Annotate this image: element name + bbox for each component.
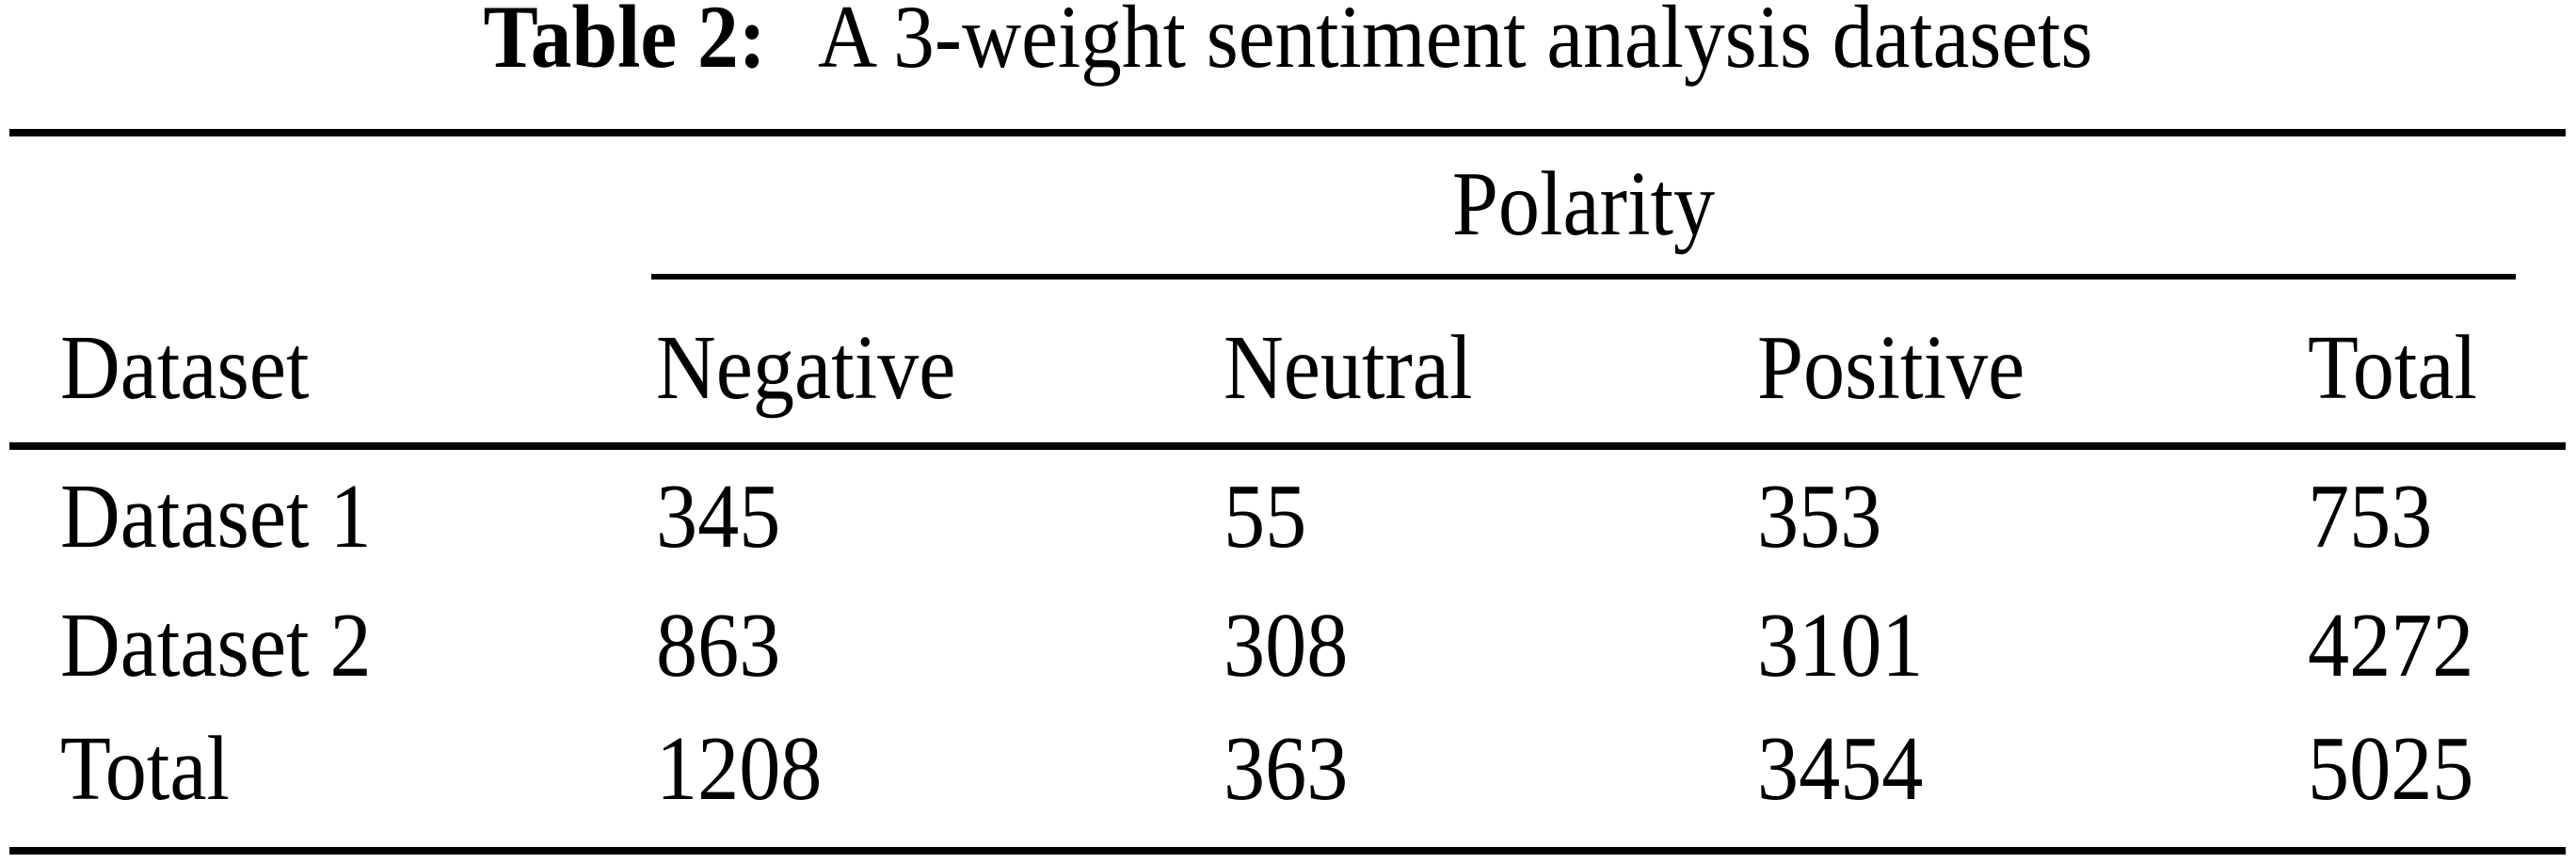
cell-total-negative: 1208 <box>656 718 823 820</box>
cell-total-positive: 3454 <box>1757 718 1924 820</box>
cell-dataset1-negative: 345 <box>656 466 781 567</box>
cell-dataset1-total: 753 <box>2308 466 2433 567</box>
col-header-neutral: Neutral <box>1224 317 1473 419</box>
column-span-header-polarity: Polarity <box>1451 153 1716 255</box>
cell-total-total: 5025 <box>2308 718 2474 820</box>
cell-dataset1-label: Dataset 1 <box>60 466 372 567</box>
cell-dataset2-negative: 863 <box>656 595 781 696</box>
cell-dataset2-positive: 3101 <box>1757 595 1924 696</box>
cell-dataset2-neutral: 308 <box>1224 595 1349 696</box>
cell-dataset1-neutral: 55 <box>1224 466 1307 567</box>
col-header-positive: Positive <box>1757 317 2025 419</box>
col-header-total: Total <box>2308 317 2477 419</box>
table-caption: Table 2: A 3-weight sentiment analysis da… <box>103 0 2472 82</box>
cell-dataset2-total: 4272 <box>2308 595 2474 696</box>
cell-dataset2-label: Dataset 2 <box>60 595 372 696</box>
cell-total-neutral: 363 <box>1224 718 1349 820</box>
cell-total-label: Total <box>60 718 230 820</box>
bottom-rule <box>9 847 2566 855</box>
polarity-underline-rule <box>651 274 2516 280</box>
top-rule <box>9 129 2566 136</box>
col-header-negative: Negative <box>656 317 956 419</box>
header-divider-rule <box>9 442 2566 450</box>
col-header-dataset: Dataset <box>60 317 310 419</box>
cell-dataset1-positive: 353 <box>1757 466 1882 567</box>
caption-text: A 3-weight sentiment analysis datasets <box>818 0 2093 87</box>
caption-label: Table 2: <box>483 0 766 87</box>
